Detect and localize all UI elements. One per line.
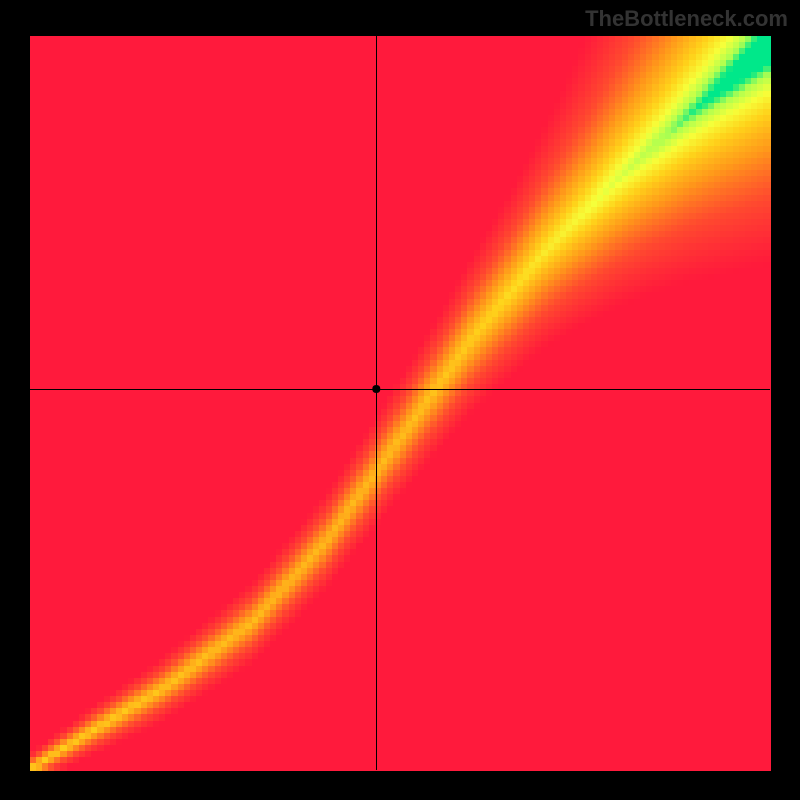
bottleneck-heatmap [0, 0, 800, 800]
chart-container: TheBottleneck.com [0, 0, 800, 800]
watermark-text: TheBottleneck.com [585, 6, 788, 32]
